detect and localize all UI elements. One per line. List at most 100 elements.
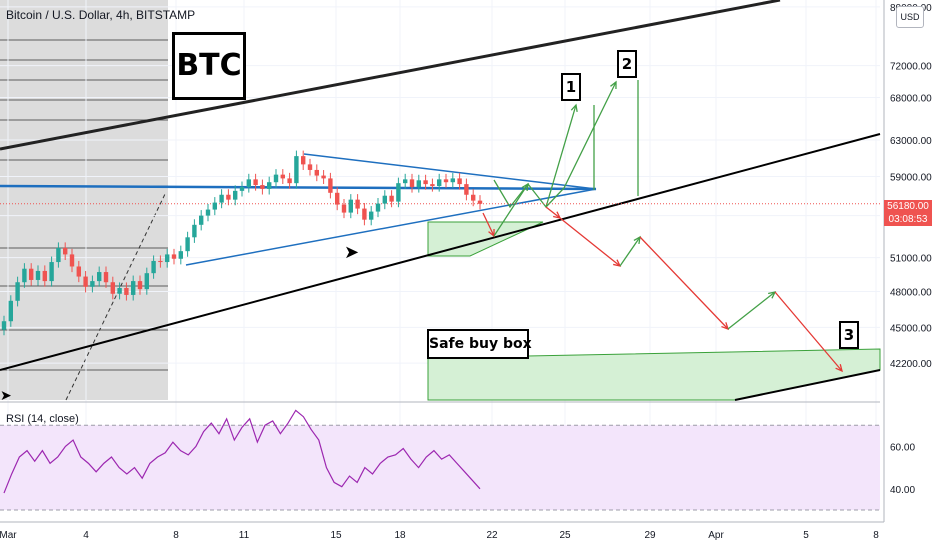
candle[interactable] [199, 215, 204, 225]
candle[interactable] [307, 164, 313, 170]
candles-layer[interactable] [1, 150, 483, 336]
candle[interactable] [457, 178, 462, 185]
candle[interactable] [22, 268, 27, 283]
candle[interactable] [430, 184, 435, 187]
candle[interactable] [42, 270, 47, 282]
time-tick-label: Apr [708, 530, 724, 541]
scenario-2-arrow-head [610, 80, 617, 90]
candle[interactable] [464, 184, 469, 195]
candle[interactable] [355, 199, 360, 209]
candle[interactable] [321, 175, 326, 179]
candle[interactable] [63, 247, 68, 255]
drawings-layer: ➤➤ [0, 0, 881, 404]
candle[interactable] [165, 254, 170, 263]
candle[interactable] [450, 178, 455, 183]
candle[interactable] [301, 156, 306, 165]
scenario-drop-arrow [545, 206, 561, 219]
candle[interactable] [178, 251, 183, 259]
candle[interactable] [267, 182, 272, 189]
triangle-bottom [185, 188, 597, 266]
candle[interactable] [212, 202, 217, 210]
candle[interactable] [124, 287, 129, 295]
time-tick-label: 25 [559, 530, 571, 541]
time-tick-label: 11 [239, 530, 250, 541]
time-tick-label: 8 [173, 530, 179, 541]
candle[interactable] [335, 192, 340, 205]
candle[interactable] [471, 194, 476, 201]
candle[interactable] [239, 186, 245, 191]
candle[interactable] [362, 208, 367, 220]
candle[interactable] [280, 174, 285, 179]
candle[interactable] [389, 195, 394, 202]
candle[interactable] [375, 203, 381, 212]
channel-top-line [0, 0, 781, 151]
candle[interactable] [233, 190, 238, 200]
candle[interactable] [35, 270, 41, 280]
candle[interactable] [131, 281, 136, 295]
channel-bottom-line [0, 133, 881, 371]
candle[interactable] [110, 282, 115, 294]
candle[interactable] [403, 179, 408, 184]
candle[interactable] [83, 276, 88, 287]
candle[interactable] [117, 287, 122, 294]
countdown-tag: 03:08:53 [884, 213, 932, 226]
scenario-1-arrow [493, 104, 577, 209]
candle[interactable] [273, 174, 279, 183]
candle[interactable] [205, 209, 211, 216]
candle[interactable] [477, 200, 483, 204]
rsi-layer [0, 409, 880, 511]
candle[interactable] [192, 224, 197, 238]
candle[interactable] [260, 185, 265, 189]
candle[interactable] [137, 281, 143, 290]
candle[interactable] [443, 179, 449, 183]
candle[interactable] [158, 260, 163, 263]
candle[interactable] [328, 178, 333, 193]
candle[interactable] [56, 247, 61, 263]
candle[interactable] [144, 273, 149, 290]
price-tick-label: 72000.00 [890, 62, 932, 73]
candle[interactable] [76, 266, 81, 277]
time-tick-label: 29 [644, 530, 656, 541]
candle[interactable] [185, 237, 190, 252]
candle[interactable] [396, 183, 401, 202]
candle[interactable] [69, 254, 75, 267]
candle[interactable] [253, 179, 258, 186]
candle[interactable] [1, 321, 7, 330]
candle[interactable] [382, 195, 387, 204]
scenario-2-label: 2 [617, 50, 637, 78]
candle[interactable] [246, 179, 251, 187]
candle[interactable] [15, 282, 20, 301]
candle[interactable] [151, 260, 156, 274]
candle[interactable] [171, 254, 177, 259]
candle[interactable] [90, 281, 95, 287]
candle[interactable] [341, 204, 347, 213]
candle[interactable] [437, 179, 442, 187]
horizontal-resistance [0, 184, 597, 191]
safe-buy-box-label: Safe buy box [427, 329, 532, 359]
candle[interactable] [8, 300, 13, 322]
candle[interactable] [294, 156, 299, 184]
candle[interactable] [97, 272, 102, 282]
price-tick-label: 59000.00 [890, 173, 932, 184]
candle[interactable] [314, 169, 319, 176]
scenario-3-bounce-2 [727, 291, 776, 330]
currency-button[interactable]: USD [896, 6, 924, 28]
candle[interactable] [49, 262, 54, 282]
candle[interactable] [348, 199, 353, 213]
scenario-2-arrow [545, 81, 617, 208]
dashed-trend [65, 191, 167, 401]
price-tick-label: 63000.00 [890, 136, 932, 147]
candle[interactable] [423, 180, 428, 185]
candle[interactable] [226, 194, 231, 200]
time-tick-label: Mar [0, 530, 17, 541]
candle[interactable] [219, 194, 224, 203]
rocket-icon: ➤ [0, 388, 12, 404]
candle[interactable] [416, 180, 421, 187]
scenario-arrow-up [493, 183, 529, 237]
candle[interactable] [409, 179, 415, 187]
candle[interactable] [369, 211, 374, 220]
scenario-3-drop-1 [559, 217, 621, 267]
candle[interactable] [29, 268, 34, 280]
candle[interactable] [103, 272, 109, 283]
candle[interactable] [287, 178, 292, 184]
